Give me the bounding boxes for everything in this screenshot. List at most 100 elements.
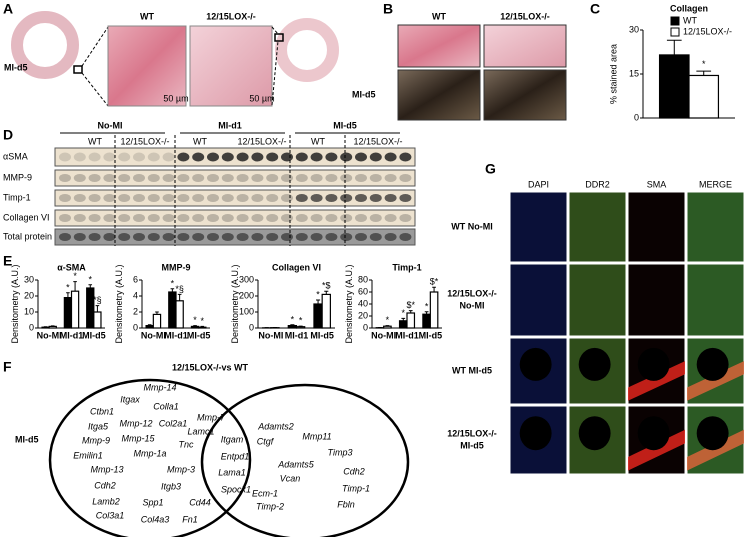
x-tick-label: MI-d1 bbox=[285, 330, 309, 340]
x-tick-label: MI-d1 bbox=[395, 330, 419, 340]
sma-signal bbox=[628, 429, 685, 471]
significance-mark: * bbox=[73, 271, 77, 281]
significance-mark: *§ bbox=[175, 284, 184, 294]
blot-band bbox=[281, 174, 293, 182]
gene-lox: Timp-2 bbox=[256, 501, 284, 511]
blot-band bbox=[221, 233, 234, 241]
blot-band bbox=[221, 194, 234, 202]
significance-mark: $* bbox=[406, 300, 415, 310]
blot-band bbox=[103, 214, 116, 222]
gene-shared: Itgam bbox=[221, 434, 244, 444]
blot-band bbox=[73, 152, 86, 162]
micrograph bbox=[686, 263, 745, 337]
row-label: WT No-MI bbox=[451, 221, 492, 231]
blot-band bbox=[147, 194, 160, 202]
blot-band bbox=[325, 214, 338, 222]
blot-strip bbox=[54, 209, 416, 227]
blot-band bbox=[192, 214, 205, 222]
blot-strip bbox=[54, 169, 416, 187]
gene-wt: Col4a3 bbox=[141, 514, 170, 524]
blot-band bbox=[266, 214, 279, 222]
x-tick-label: No-MI bbox=[258, 330, 283, 340]
blot-band bbox=[281, 233, 293, 241]
tissue-void bbox=[578, 416, 611, 451]
legend-label: 12/15LOX-/- bbox=[683, 26, 732, 36]
blot-band bbox=[310, 233, 323, 241]
error-bar bbox=[316, 299, 321, 304]
blot-band bbox=[340, 214, 353, 222]
column-label: WT bbox=[432, 11, 446, 21]
blot-label: αSMA bbox=[3, 151, 28, 161]
tissue-void bbox=[637, 416, 670, 451]
gene-lox: Adamts5 bbox=[277, 459, 315, 469]
blot-band bbox=[295, 174, 308, 182]
y-tick-label: 0 bbox=[133, 322, 138, 332]
blot-band bbox=[399, 194, 412, 202]
blot-band bbox=[133, 194, 145, 202]
panel-b-images bbox=[397, 24, 567, 121]
blot-band bbox=[310, 152, 323, 162]
blot-band bbox=[355, 233, 367, 241]
blot-band bbox=[340, 174, 353, 182]
legend-swatch bbox=[670, 27, 680, 37]
micrograph bbox=[686, 191, 745, 263]
blot-band bbox=[325, 174, 338, 182]
micrograph bbox=[627, 263, 686, 337]
bar bbox=[93, 311, 102, 329]
blot-band bbox=[207, 233, 219, 241]
blot-band bbox=[295, 194, 308, 202]
blot-band bbox=[236, 233, 249, 241]
blot-band bbox=[340, 233, 353, 241]
blot-band bbox=[221, 214, 234, 222]
blot-band bbox=[340, 152, 353, 162]
bar bbox=[48, 325, 57, 329]
significance-mark: * bbox=[201, 316, 205, 326]
legend-swatch bbox=[670, 16, 680, 26]
genotype-label: 12/15LOX-/- bbox=[353, 136, 402, 146]
significance-mark: *$ bbox=[322, 281, 331, 291]
y-tick-label: 2 bbox=[133, 306, 138, 316]
sma-signal bbox=[628, 361, 685, 401]
blot-band bbox=[207, 194, 219, 202]
panel-label: F bbox=[3, 359, 12, 375]
significance-mark: * bbox=[193, 315, 197, 325]
blot-band bbox=[384, 194, 397, 202]
panel-label: E bbox=[3, 253, 12, 269]
blot-band bbox=[221, 174, 234, 182]
blot-band bbox=[192, 233, 205, 241]
panel-label: G bbox=[485, 161, 496, 177]
bar bbox=[422, 313, 431, 329]
micrograph bbox=[509, 263, 568, 337]
significance-mark: $* bbox=[430, 277, 439, 287]
blot-band bbox=[177, 152, 190, 162]
y-tick-label: 40 bbox=[358, 298, 368, 308]
bar bbox=[406, 312, 416, 329]
bar bbox=[313, 303, 323, 329]
blot-band bbox=[251, 174, 264, 182]
blot-band bbox=[103, 233, 116, 241]
gene-wt: Itgax bbox=[120, 394, 140, 404]
blot-band bbox=[310, 214, 323, 222]
channel-label: MERGE bbox=[699, 179, 732, 189]
tissue-void bbox=[696, 347, 729, 381]
blot-band bbox=[399, 152, 412, 162]
blot-band bbox=[177, 233, 190, 241]
blot-band bbox=[192, 152, 205, 162]
x-tick-label: No-MI bbox=[37, 330, 62, 340]
error-bar bbox=[66, 292, 70, 298]
gene-lox: Vcan bbox=[280, 473, 301, 483]
blot-band bbox=[192, 174, 205, 182]
micrograph bbox=[509, 191, 568, 263]
blot-band bbox=[103, 194, 116, 202]
gene-wt: Tnc bbox=[178, 439, 194, 449]
gene-wt: Cdh2 bbox=[94, 480, 116, 490]
significance-mark: * bbox=[171, 278, 175, 288]
blot-band bbox=[295, 214, 308, 222]
blot-band bbox=[325, 152, 338, 162]
blot-band bbox=[325, 233, 338, 241]
legend-label: WT bbox=[683, 15, 697, 25]
bar bbox=[145, 325, 154, 329]
blot-band bbox=[147, 152, 160, 162]
blot-band bbox=[103, 174, 116, 182]
bar bbox=[86, 287, 95, 329]
